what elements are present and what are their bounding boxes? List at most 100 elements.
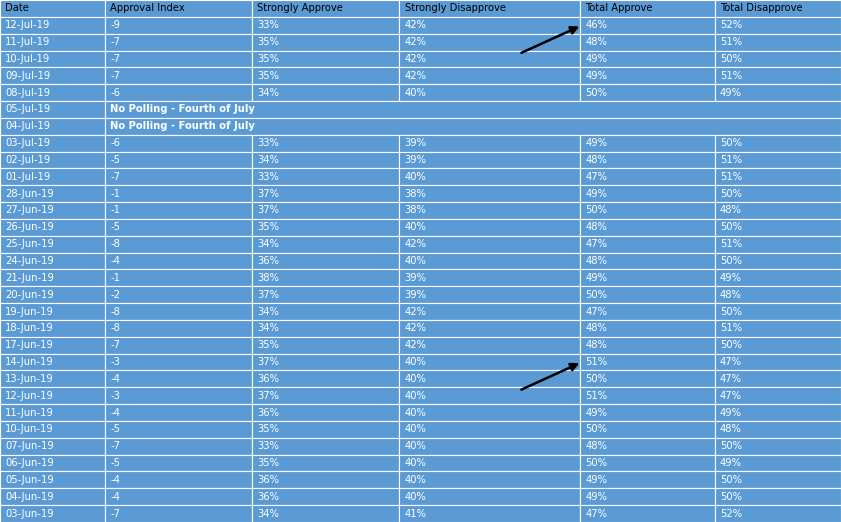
Bar: [0, 337, 105, 353]
Text: 42%: 42%: [405, 37, 426, 47]
Bar: [580, 421, 715, 438]
Text: 51%: 51%: [585, 390, 607, 401]
Bar: [715, 219, 841, 236]
Text: 36%: 36%: [257, 374, 279, 384]
Bar: [580, 269, 715, 286]
Text: 50%: 50%: [585, 290, 607, 300]
Text: -5: -5: [110, 424, 120, 434]
Text: -7: -7: [110, 172, 120, 182]
Bar: [252, 286, 399, 303]
Bar: [105, 219, 252, 236]
Bar: [0, 488, 105, 505]
Bar: [580, 320, 715, 337]
Bar: [580, 67, 715, 84]
Bar: [580, 286, 715, 303]
Bar: [105, 371, 252, 387]
Bar: [105, 202, 252, 219]
Text: 17-Jun-19: 17-Jun-19: [5, 340, 54, 350]
Text: Strongly Approve: Strongly Approve: [257, 4, 343, 14]
Text: -6: -6: [110, 88, 120, 98]
Text: 14-Jun-19: 14-Jun-19: [5, 357, 54, 367]
Bar: [580, 253, 715, 269]
Bar: [0, 404, 105, 421]
Text: -7: -7: [110, 37, 120, 47]
Bar: [715, 455, 841, 471]
Bar: [399, 202, 580, 219]
Bar: [0, 17, 105, 34]
Text: -7: -7: [110, 71, 120, 81]
Text: 49%: 49%: [585, 492, 607, 502]
Text: 42%: 42%: [405, 71, 426, 81]
Text: 35%: 35%: [257, 424, 279, 434]
Bar: [105, 67, 252, 84]
Bar: [399, 320, 580, 337]
Text: 49%: 49%: [585, 188, 607, 199]
Bar: [105, 51, 252, 67]
Bar: [580, 505, 715, 522]
Bar: [0, 438, 105, 455]
Bar: [399, 421, 580, 438]
Bar: [0, 320, 105, 337]
Bar: [0, 303, 105, 320]
Bar: [399, 286, 580, 303]
Bar: [399, 219, 580, 236]
Bar: [0, 505, 105, 522]
Text: 40%: 40%: [405, 256, 426, 266]
Bar: [252, 303, 399, 320]
Bar: [0, 0, 105, 17]
Text: 40%: 40%: [405, 475, 426, 485]
Bar: [715, 505, 841, 522]
Bar: [252, 67, 399, 84]
Text: 01-Jul-19: 01-Jul-19: [5, 172, 50, 182]
Text: 34%: 34%: [257, 306, 279, 316]
Bar: [399, 488, 580, 505]
Bar: [580, 236, 715, 253]
Text: -9: -9: [110, 20, 120, 30]
Bar: [580, 17, 715, 34]
Text: 48%: 48%: [720, 290, 742, 300]
Bar: [715, 421, 841, 438]
Text: 50%: 50%: [720, 340, 742, 350]
Bar: [252, 387, 399, 404]
Bar: [0, 253, 105, 269]
Text: 47%: 47%: [720, 357, 742, 367]
Text: 35%: 35%: [257, 340, 279, 350]
Text: -8: -8: [110, 239, 120, 249]
Bar: [715, 67, 841, 84]
Bar: [0, 67, 105, 84]
Text: -5: -5: [110, 222, 120, 232]
Text: 48%: 48%: [585, 222, 607, 232]
Bar: [399, 505, 580, 522]
Text: 47%: 47%: [720, 374, 742, 384]
Bar: [715, 320, 841, 337]
Bar: [0, 421, 105, 438]
Text: 03-Jul-19: 03-Jul-19: [5, 138, 50, 148]
Bar: [252, 455, 399, 471]
Text: 49%: 49%: [720, 408, 742, 418]
Text: 18-Jun-19: 18-Jun-19: [5, 323, 54, 334]
Text: 10-Jun-19: 10-Jun-19: [5, 424, 54, 434]
Text: 49%: 49%: [585, 475, 607, 485]
Bar: [715, 151, 841, 169]
Bar: [105, 438, 252, 455]
Text: 38%: 38%: [405, 206, 426, 216]
Text: -5: -5: [110, 458, 120, 468]
Text: 49%: 49%: [585, 71, 607, 81]
Text: 50%: 50%: [720, 222, 742, 232]
Bar: [580, 303, 715, 320]
Bar: [715, 185, 841, 202]
Text: 50%: 50%: [720, 188, 742, 199]
Bar: [105, 404, 252, 421]
Bar: [105, 17, 252, 34]
Text: -7: -7: [110, 441, 120, 451]
Text: 50%: 50%: [720, 54, 742, 64]
Bar: [399, 353, 580, 371]
Text: 50%: 50%: [720, 441, 742, 451]
Text: 42%: 42%: [405, 20, 426, 30]
Bar: [252, 404, 399, 421]
Text: -3: -3: [110, 357, 120, 367]
Text: 13-Jun-19: 13-Jun-19: [5, 374, 54, 384]
Text: No Polling - Fourth of July: No Polling - Fourth of July: [110, 104, 255, 114]
Text: 49%: 49%: [720, 458, 742, 468]
Bar: [715, 371, 841, 387]
